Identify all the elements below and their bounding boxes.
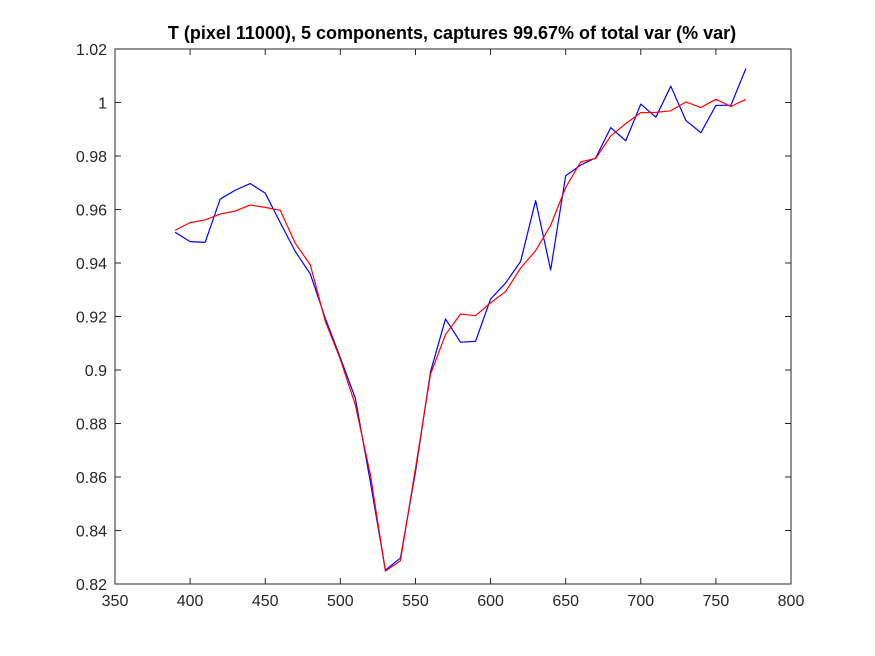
y-tick-label: 0.94 (76, 256, 107, 273)
x-tick-label: 800 (778, 593, 805, 610)
x-tick-label: 400 (177, 593, 204, 610)
x-tick-label: 550 (402, 593, 429, 610)
y-tick-label: 0.82 (76, 577, 107, 594)
x-axis: 350 400 450 500 550 600 650 700 750 800 (102, 49, 805, 610)
y-tick-label: 0.96 (76, 203, 107, 220)
x-tick-label: 750 (703, 593, 730, 610)
y-tick-label: 0.86 (76, 470, 107, 487)
y-tick-label: 0.9 (85, 363, 107, 380)
y-tick-label: 0.88 (76, 417, 107, 434)
x-tick-label: 700 (627, 593, 654, 610)
y-tick-label: 0.98 (76, 149, 107, 166)
series-layer (174, 68, 747, 572)
y-tick-label: 0.84 (76, 524, 107, 541)
x-tick-label: 500 (327, 593, 354, 610)
y-tick-label: 1 (98, 96, 107, 113)
y-tick-label: 0.92 (76, 310, 107, 327)
x-tick-label: 450 (252, 593, 279, 610)
x-tick-label: 350 (102, 593, 129, 610)
x-tick-label: 600 (477, 593, 504, 610)
y-tick-label: 1.02 (76, 42, 107, 59)
y-axis: 0.82 0.84 0.86 0.88 0.9 0.92 0.94 0.96 0.98 1 1.02 (76, 42, 791, 594)
chart-title: T (pixel 11000), 5 components, captures … (168, 23, 736, 43)
series-line-2 (174, 98, 747, 572)
x-tick-label: 650 (552, 593, 579, 610)
